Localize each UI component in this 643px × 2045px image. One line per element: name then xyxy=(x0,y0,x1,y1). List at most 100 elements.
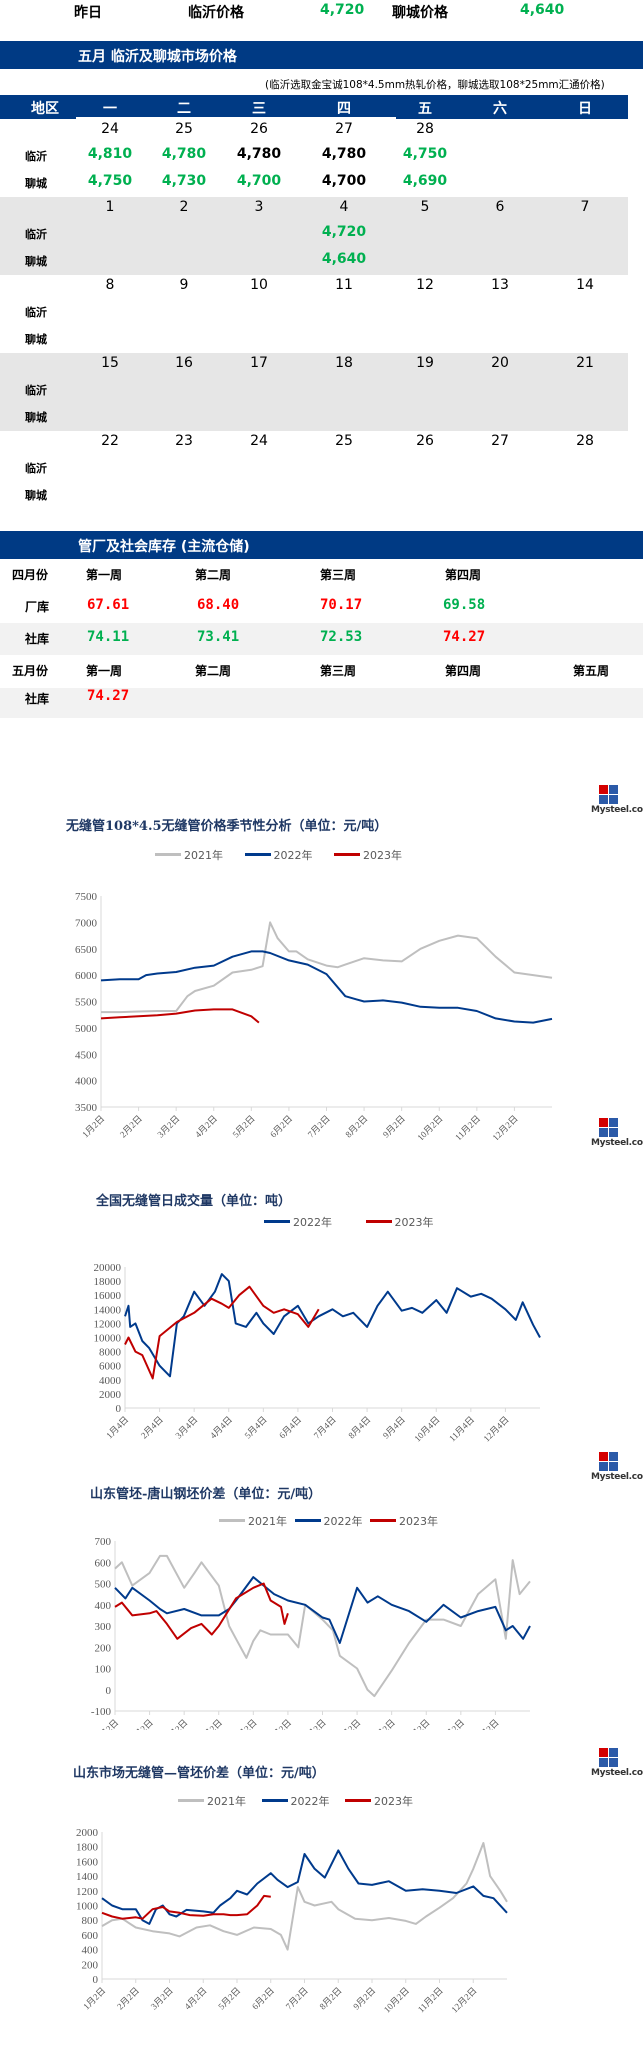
svg-text:12月2日: 12月2日 xyxy=(490,1113,519,1140)
chart2-daily-volume: 0 2000 4000 6000 8000 10000 12000 14000 16000 180… xyxy=(94,1262,541,1444)
svg-text:4000: 4000 xyxy=(75,1076,98,1088)
row-label-linyi: 临沂 xyxy=(25,150,47,163)
svg-text:6500: 6500 xyxy=(75,944,98,956)
inventory-may-social: 社库 74.27 xyxy=(0,688,643,718)
logo-text: Mysteel.com xyxy=(591,1138,643,1148)
month-label: 五月份 xyxy=(12,664,49,678)
day-number: 22 xyxy=(101,433,119,449)
svg-text:10月2日: 10月2日 xyxy=(415,1113,444,1140)
factory-label: 厂库 xyxy=(25,600,50,614)
day-number: 4 xyxy=(339,199,349,215)
row-label-liaocheng: 聊城 xyxy=(25,177,47,190)
inventory-banner: 管厂及社会库存 (主流仓储) xyxy=(0,531,643,559)
day-number: 14 xyxy=(576,277,594,293)
liaocheng-price: 4,730 xyxy=(161,173,207,189)
day-number: 27 xyxy=(491,433,509,449)
svg-text:8月2日: 8月2日 xyxy=(343,1113,369,1139)
svg-text:6月4日: 6月4日 xyxy=(277,1414,303,1440)
svg-text:3月2日: 3月2日 xyxy=(155,1113,181,1139)
liaocheng-price: 4,750 xyxy=(87,173,133,189)
day-number: 25 xyxy=(335,433,353,449)
row-label-liaocheng: 聊城 xyxy=(25,489,47,502)
social-value: 73.41 xyxy=(197,629,240,645)
svg-text:8000: 8000 xyxy=(99,1347,122,1359)
svg-text:6000: 6000 xyxy=(75,970,98,982)
svg-text:7500: 7500 xyxy=(75,891,98,903)
svg-text:14000: 14000 xyxy=(94,1304,122,1316)
day-number: 16 xyxy=(175,355,193,371)
svg-text:12月4日: 12月4日 xyxy=(481,1414,510,1443)
svg-text:8月2日: 8月2日 xyxy=(317,1985,343,2011)
svg-text:7月2日: 7月2日 xyxy=(302,1717,328,1730)
mysteel-logo: Mysteel.com xyxy=(591,1118,643,1152)
chart4-legend: 2021年 2022年 2023年 xyxy=(178,1792,431,1809)
svg-text:9月2日: 9月2日 xyxy=(351,1985,377,2011)
svg-text:7月2日: 7月2日 xyxy=(284,1985,310,2011)
week-label: 第二周 xyxy=(195,568,232,582)
svg-text:1400: 1400 xyxy=(76,1871,99,1883)
row-label-liaocheng: 聊城 xyxy=(25,411,47,424)
svg-text:10月4日: 10月4日 xyxy=(412,1414,441,1443)
chart4-pipe-billet-spread: 0 200 400 600 800 1000 1200 1400 1600 1800 2000 1月2… xyxy=(76,1827,508,2015)
chart2-title: 全国无缝管日成交量（单位：吨） xyxy=(96,1194,292,1209)
day-number: 8 xyxy=(105,277,115,293)
header-fri: 五 xyxy=(418,101,432,117)
legend-item-2023: 2023年 xyxy=(370,1513,438,1529)
factory-value: 68.40 xyxy=(197,597,240,613)
linyi-price: 4,780 xyxy=(321,146,367,162)
linyi-price: 4,780 xyxy=(236,146,282,162)
svg-text:11月4日: 11月4日 xyxy=(447,1414,476,1443)
header-mon: 一 xyxy=(103,101,117,117)
week-row: 15 16 17 18 19 20 21 临沂 聊城 xyxy=(0,353,628,431)
svg-text:6月2日: 6月2日 xyxy=(267,1717,293,1730)
legend-item-2021: 2021年 xyxy=(219,1513,287,1529)
svg-text:8月4日: 8月4日 xyxy=(346,1414,372,1440)
svg-text:3月2日: 3月2日 xyxy=(163,1717,189,1730)
svg-text:2000: 2000 xyxy=(76,1827,99,1839)
yesterday-row: 昨日 临沂价格 4,720 聊城价格 4,640 xyxy=(0,0,643,22)
svg-text:4500: 4500 xyxy=(75,1049,98,1061)
svg-text:20000: 20000 xyxy=(94,1262,122,1274)
svg-text:3月2日: 3月2日 xyxy=(149,1985,175,2011)
mysteel-logo: Mysteel.com xyxy=(591,785,643,819)
svg-text:400: 400 xyxy=(95,1600,112,1612)
liaocheng-price: 4,690 xyxy=(402,173,448,189)
legend-item-2023: 2023年 xyxy=(334,847,402,863)
svg-text:10月2日: 10月2日 xyxy=(382,1985,411,2014)
day-number: 17 xyxy=(250,355,268,371)
svg-text:1月2日: 1月2日 xyxy=(94,1717,120,1730)
social-value: 74.27 xyxy=(87,688,130,704)
logo-text: Mysteel.com xyxy=(591,1768,643,1778)
day-number: 13 xyxy=(491,277,509,293)
logo-text: Mysteel.com xyxy=(591,805,643,815)
liaocheng-price-label: 聊城价格 xyxy=(392,5,448,21)
week-label: 第一周 xyxy=(86,568,123,582)
liaocheng-price: 4,700 xyxy=(321,173,367,189)
mysteel-logo: Mysteel.com xyxy=(591,1748,643,1782)
chart3-legend: 2021年 2022年 2023年 xyxy=(219,1512,456,1529)
svg-text:-100: -100 xyxy=(91,1706,112,1718)
svg-text:5月4日: 5月4日 xyxy=(243,1414,269,1440)
inventory-title: 管厂及社会库存 (主流仓储) xyxy=(78,539,250,555)
inventory-april-social: 社库 74.11 73.41 72.53 74.27 xyxy=(0,623,643,655)
logo-text: Mysteel.com xyxy=(591,1472,643,1482)
svg-text:9月2日: 9月2日 xyxy=(381,1113,407,1139)
linyi-price: 4,750 xyxy=(402,146,448,162)
linyi-price-label: 临沂价格 xyxy=(188,5,244,21)
svg-text:2月2日: 2月2日 xyxy=(115,1985,141,2011)
svg-text:1000: 1000 xyxy=(76,1901,99,1913)
row-label-liaocheng: 聊城 xyxy=(25,333,47,346)
legend-item-2021: 2021年 xyxy=(155,847,223,863)
svg-text:7000: 7000 xyxy=(75,917,98,929)
day-number: 25 xyxy=(175,121,193,137)
day-number: 9 xyxy=(179,277,189,293)
social-value: 74.27 xyxy=(443,629,486,645)
chart1-title: 无缝管108*4.5无缝管价格季节性分析（单位：元/吨） xyxy=(66,819,388,834)
day-number: 28 xyxy=(416,121,434,137)
price-calendar-title: 五月 临沂及聊城市场价格 xyxy=(78,49,237,65)
svg-text:200: 200 xyxy=(95,1642,112,1654)
svg-text:300: 300 xyxy=(95,1621,112,1633)
svg-text:12月2日: 12月2日 xyxy=(471,1717,500,1730)
week-label: 第四周 xyxy=(445,568,482,582)
day-number: 20 xyxy=(491,355,509,371)
